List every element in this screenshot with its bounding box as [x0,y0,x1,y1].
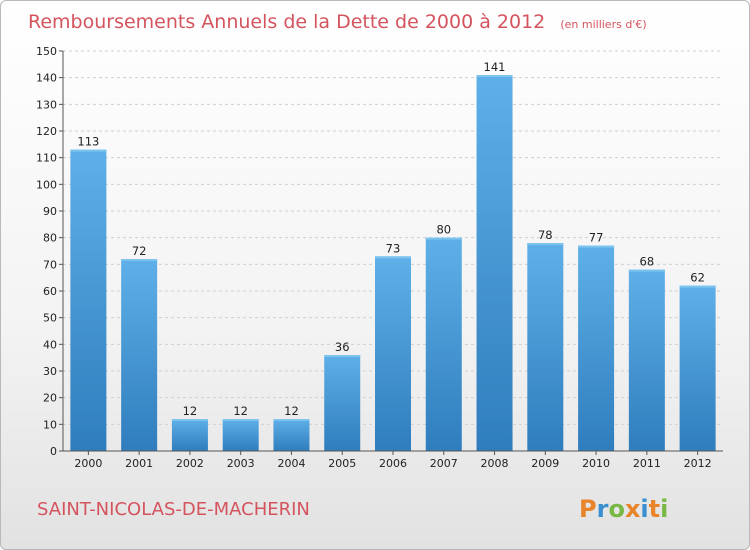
bar-highlight [121,259,158,261]
data-label: 141 [484,60,506,74]
bar-highlight [324,355,361,357]
bar [273,419,310,451]
y-tick-label: 20 [43,392,57,405]
y-tick-label: 40 [43,338,57,351]
x-tick-label: 2001 [125,457,153,470]
bar-highlight [171,419,208,421]
bar [171,419,208,451]
bar-highlight [375,256,411,259]
y-axis: 0 10 20 30 40 50 60 70 80 90 100 110 120 130 140 150 [36,45,64,458]
y-tick-label: 90 [43,205,57,218]
logo-letter: r [597,495,609,523]
bar [324,355,361,451]
bar [375,256,411,451]
bar [476,75,513,451]
y-tick-label: 60 [43,285,57,298]
data-label: 68 [640,255,655,269]
y-tick-label: 50 [43,312,57,325]
y-tick-label: 10 [43,418,57,431]
y-tick-label: 140 [36,72,57,85]
commune-name: SAINT-NICOLAS-DE-MACHERIN [37,499,310,520]
x-tick-label: 2002 [176,457,204,470]
data-label: 12 [183,404,198,418]
y-tick-label: 80 [43,232,57,245]
proxiti-logo: Proxiti [579,495,668,523]
bar [425,237,462,451]
bars: 113 72 12 12 12 36 73 80 141 78 77 68 62 [70,60,716,451]
bar-highlight [578,245,615,248]
x-tick-label: 2010 [582,457,610,470]
bar-highlight [425,237,462,240]
data-label: 12 [233,404,248,418]
y-tick-label: 150 [36,45,57,58]
chart-title: Remboursements Annuels de la Dette de 20… [28,11,647,33]
logo-letter: t [649,495,660,523]
logo-letter: x [625,495,641,523]
y-tick-label: 0 [50,445,57,458]
bar [578,245,615,451]
y-tick-label: 100 [36,178,57,191]
bar-highlight [70,149,107,152]
data-label: 78 [538,228,553,242]
logo-letter: i [660,495,668,523]
bar-highlight [476,75,513,77]
chart-title-unit: (en milliers d'€) [560,18,646,31]
y-tick-label: 130 [36,98,57,111]
bar [527,243,564,451]
y-tick-label: 70 [43,258,57,271]
x-tick-label: 2003 [227,457,255,470]
bar-highlight [679,285,716,288]
y-tick-label: 120 [36,125,57,138]
bar-highlight [628,269,665,272]
y-tick-label: 110 [36,152,57,165]
x-tick-label: 2008 [481,457,509,470]
bar [628,269,665,451]
bar-highlight [273,419,310,421]
data-label: 12 [284,404,299,418]
logo-letter: o [608,495,625,523]
x-tick-label: 2009 [531,457,559,470]
data-label: 80 [436,223,451,237]
data-label: 73 [386,241,401,255]
x-tick-label: 2006 [379,457,407,470]
bar [70,149,107,451]
x-tick-label: 2007 [430,457,458,470]
x-axis: 2000 2001 2002 2003 2004 2005 2006 2007 2008 2009… [63,450,723,470]
x-tick-label: 2004 [277,457,305,470]
y-tick-label: 30 [43,365,57,378]
bar [679,285,716,451]
data-label: 77 [589,231,604,245]
data-label: 72 [132,244,147,258]
bar-highlight [222,419,259,421]
x-tick-label: 2012 [684,457,712,470]
logo-letter: i [640,495,648,523]
x-tick-label: 2011 [633,457,661,470]
bar-highlight [527,243,564,245]
chart-title-main: Remboursements Annuels de la Dette de 20… [28,11,545,33]
x-tick-label: 2000 [74,457,102,470]
data-label: 36 [335,340,350,354]
bar [121,259,158,451]
data-label: 113 [77,135,99,149]
bar [222,419,259,451]
data-label: 62 [690,271,705,285]
logo-letter: P [579,495,597,523]
x-tick-label: 2005 [328,457,356,470]
